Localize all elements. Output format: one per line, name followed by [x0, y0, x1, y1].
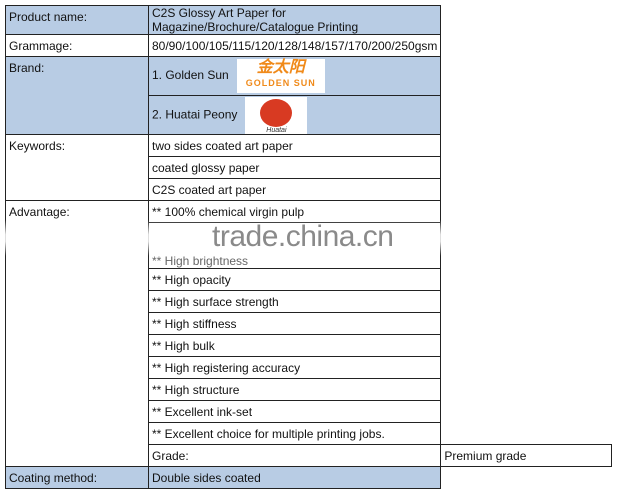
product-spec-table: Product name: C2S Glossy Art Paper for Ma… [5, 5, 612, 489]
value: C2S Glossy Art Paper for Magazine/Brochu… [147, 5, 442, 35]
row-grammage: Grammage: 80/90/100/105/115/120/128/148/1… [5, 34, 612, 57]
advantage-item: ** High stiffness [147, 312, 442, 335]
label: Brand: [5, 56, 149, 135]
label: Grammage: [5, 34, 149, 57]
value: 80/90/100/105/115/120/128/148/157/170/20… [147, 34, 442, 57]
golden-sun-logo: 金太阳 GOLDEN SUN [236, 59, 325, 93]
keyword: two sides coated art paper [147, 134, 442, 157]
huatai-logo: Huatai [245, 96, 308, 134]
row-coating: Coating method: Double sides coated [5, 466, 612, 489]
brand-name: 2. Huatai Peony [152, 107, 238, 122]
row-keywords: Keywords: two sides coated art paper [5, 134, 612, 201]
advantage-item: ** 100% chemical virgin pulp [147, 200, 442, 223]
value: Double sides coated [147, 466, 442, 489]
advantage-item: ** Excellent choice for multiple printin… [147, 422, 442, 445]
keyword: coated glossy paper [147, 156, 442, 179]
advantage-item: ** High opacity [147, 268, 442, 291]
value: Premium grade [440, 444, 612, 467]
row-brand-2: 2. Huatai Peony Huatai [6, 95, 612, 135]
row-brand: Brand: 1. Golden Sun 金太阳 GOLDEN SUN [5, 56, 612, 135]
advantage-item: ** High surface strength [147, 290, 442, 313]
brand-huatai: 2. Huatai Peony Huatai [147, 95, 442, 135]
keyword: C2S coated art paper [147, 178, 442, 201]
brand-golden-sun: 1. Golden Sun 金太阳 GOLDEN SUN [147, 56, 442, 96]
label: Product name: [5, 5, 149, 35]
advantage-item: ** High registering accuracy [147, 356, 442, 379]
label: Coating method: [5, 466, 149, 489]
advantage-item: ** High bulk [147, 334, 442, 357]
brand-name: 1. Golden Sun [152, 68, 229, 83]
advantage-item: ** High structure [147, 378, 442, 401]
row-product-name: Product name: C2S Glossy Art Paper for Ma… [5, 5, 612, 35]
label: Keywords: [5, 134, 149, 201]
label: Grade: [147, 444, 442, 467]
watermark: trade.china.cn [0, 220, 626, 256]
advantage-item: ** Excellent ink-set [147, 400, 442, 423]
